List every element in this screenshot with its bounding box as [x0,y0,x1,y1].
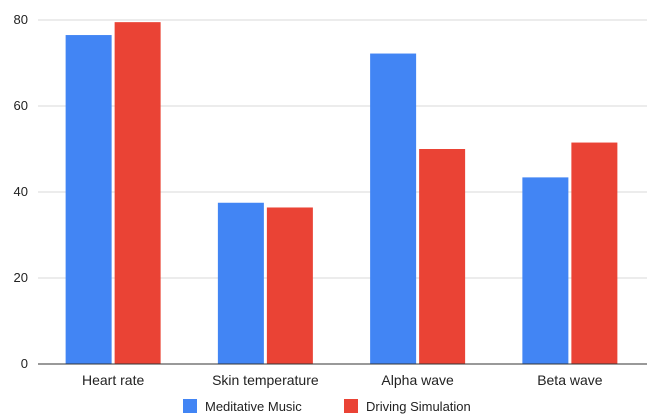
x-category-label: Skin temperature [212,372,319,388]
x-axis-categories: Heart rate Skin temperature Alpha wave Beta… [82,372,603,388]
x-category-label: Heart rate [82,372,144,388]
bar-meditative-music [370,53,417,364]
legend-label: Meditative Music [205,399,302,414]
legend-label: Driving Simulation [366,399,471,414]
y-axis-ticks: 0 20 40 60 80 [14,12,28,371]
bar-driving-simulation [266,207,313,364]
y-tick-label: 0 [21,356,28,371]
legend-swatch [183,399,197,413]
y-tick-label: 80 [14,12,28,27]
bar-meditative-music [65,35,112,365]
bar-driving-simulation [419,149,466,364]
bar-meditative-music [522,177,569,364]
bars [65,22,618,365]
x-category-label: Alpha wave [381,372,454,388]
bar-driving-simulation [114,22,161,365]
y-tick-label: 20 [14,270,28,285]
bar-meditative-music [217,202,264,364]
legend-swatch [344,399,358,413]
x-category-label: Beta wave [537,372,603,388]
y-tick-label: 40 [14,184,28,199]
legend: Meditative Music Driving Simulation [183,399,471,414]
y-tick-label: 60 [14,98,28,113]
bar-driving-simulation [571,142,618,364]
